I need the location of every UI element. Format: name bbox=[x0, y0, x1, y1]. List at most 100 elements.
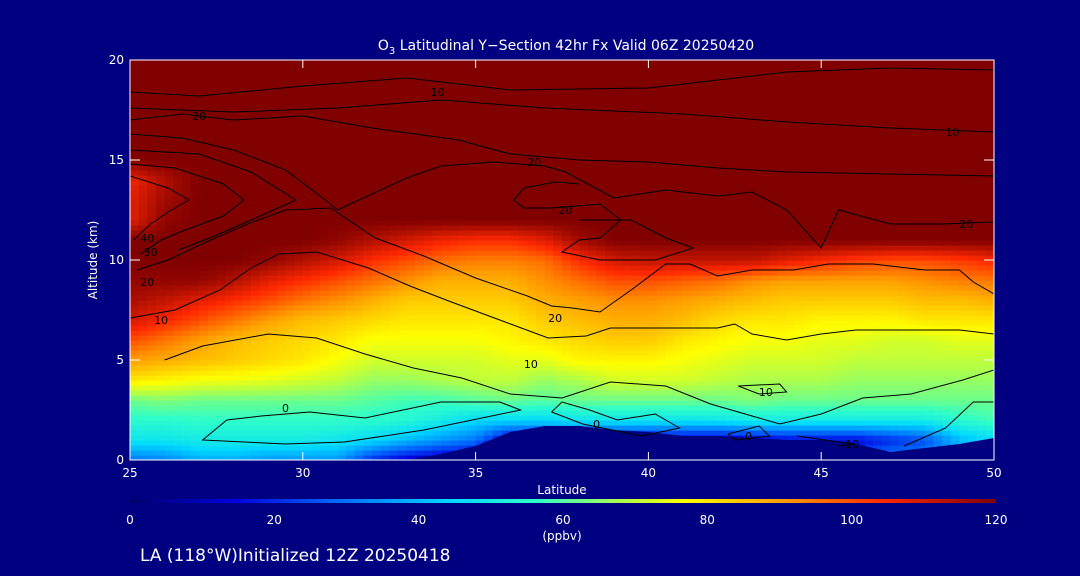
heatmap-cell bbox=[907, 390, 917, 396]
heatmap-cell bbox=[916, 255, 926, 261]
heatmap-cell bbox=[924, 310, 935, 316]
heatmap-cell bbox=[389, 440, 399, 446]
heatmap-cell bbox=[726, 350, 736, 356]
heatmap-cell bbox=[778, 270, 788, 276]
heatmap-cell bbox=[795, 240, 805, 246]
heatmap-cell bbox=[397, 330, 408, 336]
heatmap-cell bbox=[415, 375, 425, 381]
heatmap-cell bbox=[492, 220, 503, 226]
heatmap-cell bbox=[657, 220, 667, 226]
heatmap-cell bbox=[527, 380, 537, 386]
heatmap-cell bbox=[466, 285, 477, 291]
heatmap-cell bbox=[466, 355, 477, 361]
heatmap-cell bbox=[734, 280, 745, 286]
heatmap-cell bbox=[155, 295, 166, 301]
heatmap-cell bbox=[924, 330, 935, 336]
heatmap-cell bbox=[562, 330, 572, 336]
heatmap-cell bbox=[907, 290, 917, 296]
heatmap-cell bbox=[259, 240, 269, 246]
heatmap-cell bbox=[691, 225, 701, 231]
heatmap-cell bbox=[173, 305, 183, 311]
heatmap-cell bbox=[164, 290, 174, 296]
heatmap-cell bbox=[881, 315, 891, 321]
heatmap-cell bbox=[268, 255, 278, 261]
heatmap-cell bbox=[466, 315, 477, 321]
heatmap-cell bbox=[389, 435, 399, 441]
heatmap-cell bbox=[933, 360, 943, 366]
heatmap-cell bbox=[164, 275, 174, 281]
heatmap-cell bbox=[838, 405, 848, 411]
heatmap-cell bbox=[268, 400, 278, 406]
heatmap-cell bbox=[536, 220, 546, 226]
heatmap-cell bbox=[432, 395, 442, 401]
heatmap-cell bbox=[199, 320, 209, 326]
heatmap-cell bbox=[225, 435, 235, 441]
heatmap-cell bbox=[890, 370, 900, 376]
heatmap-cell bbox=[346, 225, 356, 231]
heatmap-cell bbox=[752, 385, 762, 391]
heatmap-cell bbox=[717, 335, 727, 341]
heatmap-cell bbox=[147, 345, 157, 351]
heatmap-cell bbox=[371, 250, 382, 256]
heatmap-cell bbox=[536, 370, 546, 376]
heatmap-cell bbox=[864, 405, 874, 411]
heatmap-cell bbox=[864, 220, 874, 226]
heatmap-cell bbox=[743, 230, 753, 236]
heatmap-cell bbox=[734, 415, 745, 421]
heatmap-cell bbox=[942, 410, 952, 416]
heatmap-cell bbox=[821, 420, 831, 426]
heatmap-cell bbox=[389, 255, 399, 261]
heatmap-cell bbox=[458, 255, 468, 261]
heatmap-cell bbox=[536, 240, 546, 246]
heatmap-cell bbox=[371, 230, 382, 236]
heatmap-cell bbox=[890, 330, 900, 336]
heatmap-cell bbox=[674, 220, 684, 226]
heatmap-cell bbox=[501, 385, 511, 391]
heatmap-cell bbox=[760, 210, 770, 216]
heatmap-cell bbox=[397, 230, 408, 236]
heatmap-cell bbox=[847, 330, 857, 336]
heatmap-cell bbox=[536, 285, 546, 291]
heatmap-cell bbox=[855, 245, 865, 251]
heatmap-cell bbox=[406, 430, 416, 436]
heatmap-cell bbox=[320, 360, 330, 366]
heatmap-cell bbox=[933, 415, 943, 421]
heatmap-cell bbox=[579, 325, 589, 331]
heatmap-cell bbox=[760, 435, 770, 441]
heatmap-cell bbox=[639, 255, 649, 261]
heatmap-cell bbox=[250, 410, 261, 416]
heatmap-cell bbox=[959, 310, 969, 316]
heatmap-cell bbox=[631, 340, 641, 346]
heatmap-cell bbox=[596, 420, 606, 426]
heatmap-cell bbox=[320, 340, 330, 346]
heatmap-cell bbox=[190, 400, 200, 406]
heatmap-cell bbox=[225, 395, 235, 401]
heatmap-cell bbox=[622, 245, 632, 251]
heatmap-cell bbox=[864, 260, 874, 266]
heatmap-cell bbox=[838, 435, 848, 441]
heatmap-cell bbox=[605, 375, 615, 381]
heatmap-cell bbox=[691, 290, 701, 296]
heatmap-cell bbox=[916, 330, 926, 336]
heatmap-cell bbox=[873, 380, 883, 386]
heatmap-cell bbox=[147, 375, 157, 381]
heatmap-cell bbox=[397, 385, 408, 391]
heatmap-cell bbox=[484, 325, 494, 331]
heatmap-cell bbox=[276, 430, 287, 436]
heatmap-cell bbox=[924, 440, 935, 446]
heatmap-cell bbox=[276, 355, 287, 361]
heatmap-cell bbox=[190, 350, 200, 356]
heatmap-cell bbox=[371, 220, 382, 226]
heatmap-cell bbox=[250, 270, 261, 276]
heatmap-cell bbox=[225, 400, 235, 406]
heatmap-cell bbox=[821, 365, 831, 371]
heatmap-cell bbox=[147, 270, 157, 276]
heatmap-cell bbox=[466, 395, 477, 401]
heatmap-cell bbox=[959, 370, 969, 376]
heatmap-cell bbox=[622, 360, 632, 366]
heatmap-cell bbox=[155, 340, 166, 346]
heatmap-cell bbox=[268, 215, 278, 221]
heatmap-cell bbox=[492, 430, 503, 436]
heatmap-cell bbox=[233, 355, 243, 361]
heatmap-cell bbox=[691, 230, 701, 236]
